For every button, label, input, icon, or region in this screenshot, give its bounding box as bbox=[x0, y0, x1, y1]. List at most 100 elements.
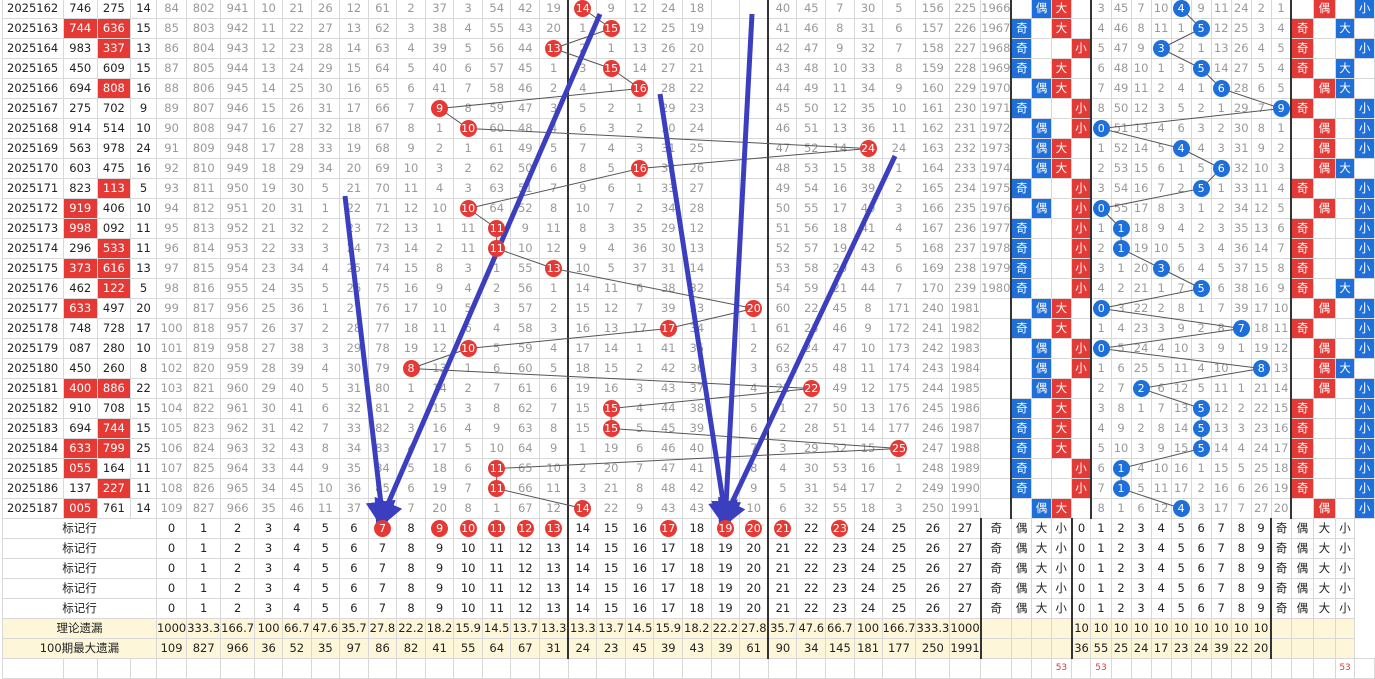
number-a-cell: 998 bbox=[62, 218, 98, 239]
history-cell: 86 bbox=[155, 38, 188, 59]
tail-cell: 0 bbox=[1089, 198, 1112, 219]
trend-cell: 45 bbox=[653, 418, 684, 439]
number-a-cell: 633 bbox=[62, 298, 98, 319]
period-cell: 2025174 bbox=[2, 238, 64, 259]
oddeven-even-cell bbox=[1031, 18, 1052, 39]
trend-cell: 22 bbox=[796, 298, 827, 319]
trend-cell: 54 bbox=[767, 278, 798, 299]
tail-odd-cell: 奇 bbox=[1290, 278, 1314, 299]
theory-value: 166.7 bbox=[881, 618, 917, 639]
trend-cell: 5 bbox=[453, 298, 483, 319]
stub-cell bbox=[1130, 658, 1152, 679]
trend-cell bbox=[710, 218, 741, 239]
history-cell: 802 bbox=[186, 0, 222, 19]
history-cell: 13 bbox=[254, 58, 283, 79]
trend-cell: 61 bbox=[510, 378, 541, 399]
oddeven-odd-cell bbox=[1010, 78, 1033, 99]
tail-cell: 6 bbox=[1230, 478, 1252, 499]
trend-cell: 2 bbox=[396, 0, 426, 19]
trend-cell: 62 bbox=[510, 398, 541, 419]
trend-cell: 68 bbox=[367, 138, 398, 159]
mark-oddeven-label: 大 bbox=[1031, 598, 1052, 619]
tail-cell: 10 bbox=[1250, 158, 1272, 179]
trend-cell bbox=[980, 418, 1012, 439]
tail-cell: 53 bbox=[1110, 158, 1132, 179]
oddeven-odd-cell: 奇 bbox=[1010, 318, 1033, 339]
table-row: 2025177 633 497 20 99 817 956 25 36 1 27 76 17 10 5 3 57… bbox=[2, 298, 1375, 319]
trend-cell: 1974 bbox=[980, 158, 1012, 179]
theory-value: 1000 bbox=[949, 618, 982, 639]
mark-number: 10 bbox=[453, 578, 483, 599]
trend-cell: 169 bbox=[915, 258, 951, 279]
tail-big-cell: 大 bbox=[1334, 278, 1356, 299]
trend-cell: 1 bbox=[881, 458, 917, 479]
tail-cell: 9 bbox=[1150, 438, 1172, 459]
hit-ball: 15 bbox=[602, 420, 620, 437]
trend-cell: 48 bbox=[825, 358, 855, 379]
mark-number: 1 bbox=[186, 558, 222, 579]
sum-cell: 11 bbox=[130, 238, 157, 259]
trend-cell: 20 bbox=[739, 298, 769, 319]
history-cell: 33 bbox=[281, 238, 312, 259]
trend-cell: 11 bbox=[825, 78, 855, 99]
history-cell: 806 bbox=[186, 78, 222, 99]
table-row: 2025186 137 227 11 108 826 965 34 45 10 36 85 6 19 7 11… bbox=[2, 478, 1375, 499]
tail-big-cell bbox=[1334, 478, 1356, 499]
tail-small-cell: 小 bbox=[1354, 0, 1375, 19]
tail-cell: 17 bbox=[1170, 478, 1192, 499]
tail-cell: 9 bbox=[1170, 318, 1192, 339]
trend-cell: 39 bbox=[653, 298, 684, 319]
mark-number: 24 bbox=[853, 598, 883, 619]
theory-value: 13.7 bbox=[510, 618, 541, 639]
trend-cell: 7 bbox=[396, 498, 426, 519]
tail-cell: 7 bbox=[1270, 238, 1292, 259]
trend-cell: 61 bbox=[367, 0, 398, 19]
trend-cell: 59 bbox=[481, 98, 512, 119]
trend-cell: 52 bbox=[510, 198, 541, 219]
trend-cell: 10 bbox=[825, 58, 855, 79]
trend-cell: 14 bbox=[567, 498, 598, 519]
mark-digit: 0 bbox=[1070, 578, 1092, 599]
tail-even-cell bbox=[1312, 98, 1336, 119]
tail-cell: 5 bbox=[1190, 438, 1212, 459]
number-b-cell: 514 bbox=[96, 118, 132, 139]
trend-cell: 13 bbox=[539, 258, 569, 279]
trend-cell: 229 bbox=[949, 78, 982, 99]
trend-cell: 7 bbox=[539, 178, 569, 199]
number-a-cell: 400 bbox=[62, 378, 98, 399]
history-cell: 810 bbox=[186, 158, 222, 179]
trend-cell: 247 bbox=[915, 438, 951, 459]
stub-cell bbox=[1031, 658, 1052, 679]
tail-cell: 20 bbox=[1270, 498, 1292, 519]
history-cell: 109 bbox=[155, 498, 188, 519]
history-cell: 30 bbox=[281, 178, 312, 199]
history-cell: 40 bbox=[281, 378, 312, 399]
trend-cell: 29 bbox=[653, 218, 684, 239]
tail-small-cell bbox=[1354, 78, 1375, 99]
tail-cell: 4 bbox=[1170, 78, 1192, 99]
trend-cell: 33 bbox=[682, 298, 712, 319]
trend-cell: 7 bbox=[396, 98, 426, 119]
trend-cell bbox=[710, 78, 741, 99]
mark-number: 27 bbox=[949, 598, 982, 619]
hit-ball: 10 bbox=[459, 200, 477, 217]
trend-cell: 4 bbox=[396, 38, 426, 59]
period-cell: 2025179 bbox=[2, 338, 64, 359]
trend-cell: 9 bbox=[424, 278, 455, 299]
tail-cell: 49 bbox=[1110, 78, 1132, 99]
trend-cell: 3 bbox=[539, 98, 569, 119]
tail-small-cell: 小 bbox=[1354, 238, 1375, 259]
history-cell: 946 bbox=[220, 98, 256, 119]
trend-cell: 3 bbox=[881, 498, 917, 519]
tail-even-cell bbox=[1312, 318, 1336, 339]
trend-cell: 1 bbox=[567, 18, 598, 39]
history-cell: 26 bbox=[310, 0, 341, 19]
trend-cell bbox=[710, 138, 741, 159]
trend-cell: 16 bbox=[825, 178, 855, 199]
trend-cell: 61 bbox=[481, 138, 512, 159]
history-cell: 35 bbox=[254, 498, 283, 519]
maxmiss-digit: 23 bbox=[1170, 638, 1192, 659]
mark-number: 13 bbox=[539, 598, 569, 619]
trend-cell: 239 bbox=[949, 278, 982, 299]
tail-big-cell bbox=[1334, 498, 1356, 519]
